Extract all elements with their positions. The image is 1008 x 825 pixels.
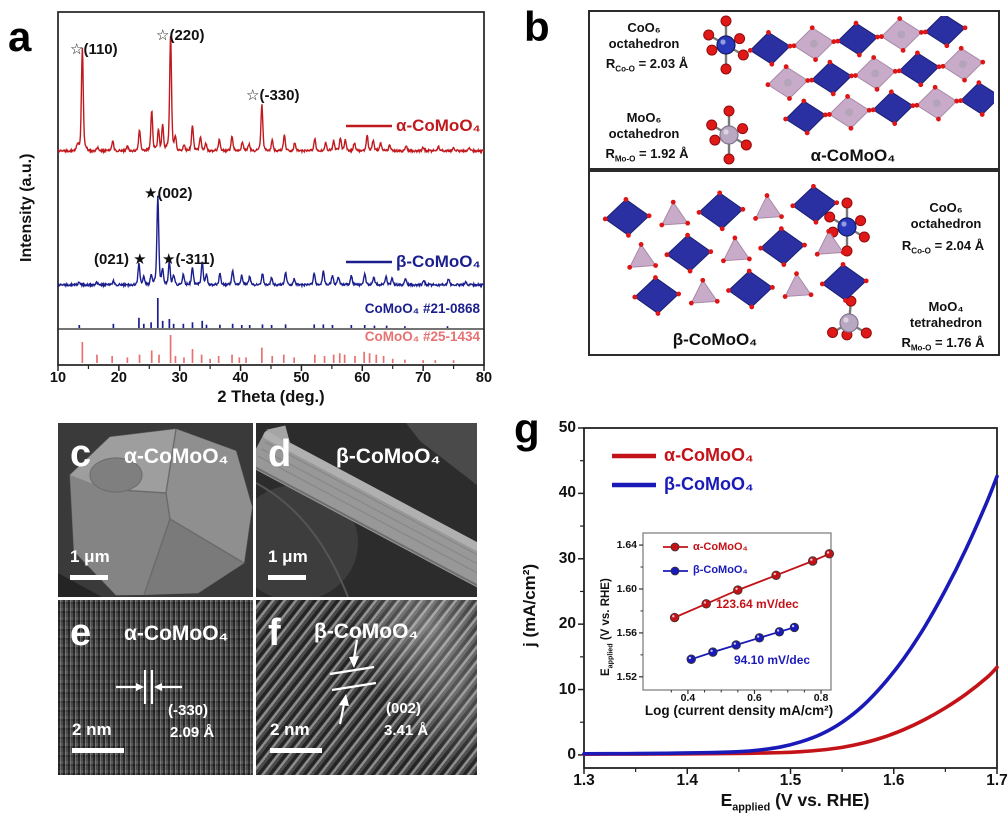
tick-label: 40 <box>558 484 576 502</box>
tick-label: 50 <box>558 419 576 436</box>
lsv-y-axis-title: j (mA/cm²) <box>520 563 539 647</box>
panel-d-scale-text: 1 μm <box>268 547 308 566</box>
tick-label: 20 <box>110 370 127 386</box>
alpha-structure-title: α-CoMoO₄ <box>810 146 896 165</box>
alpha-moo6-shape: octahedron <box>608 126 680 141</box>
xrd-peak-label-110: ☆(110) <box>70 41 118 58</box>
tafel-legend-beta: β-CoMoO₄ <box>693 564 748 576</box>
xrd-peak-label-220: ☆(220) <box>156 27 205 44</box>
tick-label: 10 <box>558 680 576 698</box>
alpha-coo6-formula: CoO₆ <box>627 20 661 35</box>
tick-label: 50 <box>293 370 310 386</box>
panel-f-letter: f <box>268 612 281 654</box>
tick-label: 40 <box>232 370 249 386</box>
moo4-tetrahedron-icon <box>827 295 872 341</box>
panel-c-letter: c <box>70 433 92 475</box>
tick-label: 30 <box>558 549 576 567</box>
sem-rod-graphic <box>256 423 477 597</box>
tick-label: 10 <box>49 370 67 386</box>
scale-bar <box>70 575 108 580</box>
alpha-moo6-formula: MoO₆ <box>626 110 662 125</box>
tem-image-alpha: e α-CoMoO₄ (-330) 2.09 Å 2 nm <box>58 600 253 775</box>
beta-crystal-structure-graphic <box>602 184 869 316</box>
lattice-spacing-annotation <box>116 670 182 704</box>
tafel-y-axis-title: Eapplied (V vs. RHE) <box>600 578 615 676</box>
xrd-peak-label--330: ☆(-330) <box>246 87 300 104</box>
moo6-octahedron-icon <box>706 105 752 165</box>
tick-label: 30 <box>171 370 188 386</box>
xrd-legend-alpha: α-CoMoO₄ <box>396 116 481 135</box>
tick-label: 1.7 <box>986 772 1008 789</box>
alpha-moo6-bond-length: RMo-O = 1.92 Å <box>605 146 689 164</box>
tick-label: 1.3 <box>573 772 595 789</box>
panel-b-letter: b <box>524 3 550 50</box>
xrd-x-axis-title: 2 Theta (deg.) <box>217 388 325 406</box>
tick-label: 60 <box>354 370 371 386</box>
beta-moo4-formula: MoO₄ <box>928 299 964 314</box>
scale-bar <box>270 748 322 753</box>
xrd-legend-beta: β-CoMoO₄ <box>396 252 481 271</box>
sem-particle-graphic <box>58 428 253 597</box>
tick-label: 20 <box>558 615 576 633</box>
alpha-coo6-shape: octahedron <box>608 36 680 51</box>
tick-label: 1.5 <box>779 772 802 789</box>
tem-image-beta: f β-CoMoO₄ (002) 3.41 Å 2 nm <box>256 600 477 775</box>
lsv-legend-alpha: α-CoMoO₄ <box>664 445 754 465</box>
tafel-legend-alpha: α-CoMoO₄ <box>693 541 748 553</box>
beta-moo4-bond-length: RMo-O = 1.76 Å <box>901 335 985 353</box>
xrd-peak-label-002: ★(002) <box>144 185 193 202</box>
tafel-slope-beta: 94.10 mV/dec <box>734 653 811 667</box>
panel-e-title: α-CoMoO₄ <box>124 622 229 645</box>
tick-label: 1.6 <box>882 772 905 789</box>
panel-c-title: α-CoMoO₄ <box>124 445 229 468</box>
sem-image-beta: d β-CoMoO₄ 1 μm <box>256 423 477 597</box>
panel-d-letter: d <box>268 433 292 475</box>
panel-f-plane-label: (002) <box>386 700 422 717</box>
beta-coo6-shape: octahedron <box>910 216 982 231</box>
tick-label: 80 <box>475 370 493 386</box>
xrd-y-axis-title: Intensity (a.u.) <box>18 153 35 262</box>
beta-structure-box <box>588 170 1000 356</box>
tafel-slope-alpha: 123.64 mV/dec <box>716 597 799 611</box>
xrd-reference-label-21-0868: CoMoO₄ #21-0868 <box>364 301 480 316</box>
xrd-peak-label-021: (021) ★ <box>94 251 147 268</box>
tick-label: 0 <box>567 745 576 763</box>
scale-bar <box>268 575 306 580</box>
xrd-reference-label-25-1434: CoMoO₄ #25-1434 <box>364 329 480 344</box>
panel-f-spacing-label: 3.41 Å <box>384 722 429 739</box>
panel-f-title: β-CoMoO₄ <box>314 620 419 643</box>
tick-label: 70 <box>415 370 432 386</box>
xrd-peak-label--311: ★(-311) <box>162 251 215 268</box>
alpha-coo6-bond-length: RCo-O = 2.03 Å <box>605 56 689 74</box>
beta-coo6-bond-length: RCo-O = 2.04 Å <box>901 238 985 256</box>
beta-moo4-shape: tetrahedron <box>909 315 983 330</box>
panel-f-scale-text: 2 nm <box>270 720 310 739</box>
panel-a-letter: a <box>8 13 32 60</box>
tick-label: 1.4 <box>676 772 699 789</box>
panel-e-plane-label: (-330) <box>168 702 209 719</box>
panel-d-title: β-CoMoO₄ <box>336 445 441 468</box>
panel-g-letter: g <box>514 405 540 452</box>
lattice-spacing-annotation <box>329 639 377 725</box>
panel-e-spacing-label: 2.09 Å <box>170 724 215 741</box>
sem-image-alpha: c α-CoMoO₄ 1 μm <box>58 423 253 597</box>
beta-structure-title: β-CoMoO₄ <box>672 330 758 349</box>
panel-c-scale-text: 1 μm <box>70 547 110 566</box>
lsv-x-axis-title: Eapplied (V vs. RHE) <box>720 790 870 814</box>
panel-e-letter: e <box>70 612 92 654</box>
scale-bar <box>72 748 124 753</box>
tafel-x-axis-title: Log (current density mA/cm²) <box>644 703 834 718</box>
coo6-octahedron-icon <box>703 15 749 75</box>
beta-coo6-formula: CoO₆ <box>929 200 963 215</box>
lsv-legend-beta: β-CoMoO₄ <box>664 474 754 494</box>
panel-e-scale-text: 2 nm <box>72 720 112 739</box>
alpha-crystal-structure-graphic <box>747 16 994 136</box>
tick-label: 1.64 <box>616 539 637 552</box>
